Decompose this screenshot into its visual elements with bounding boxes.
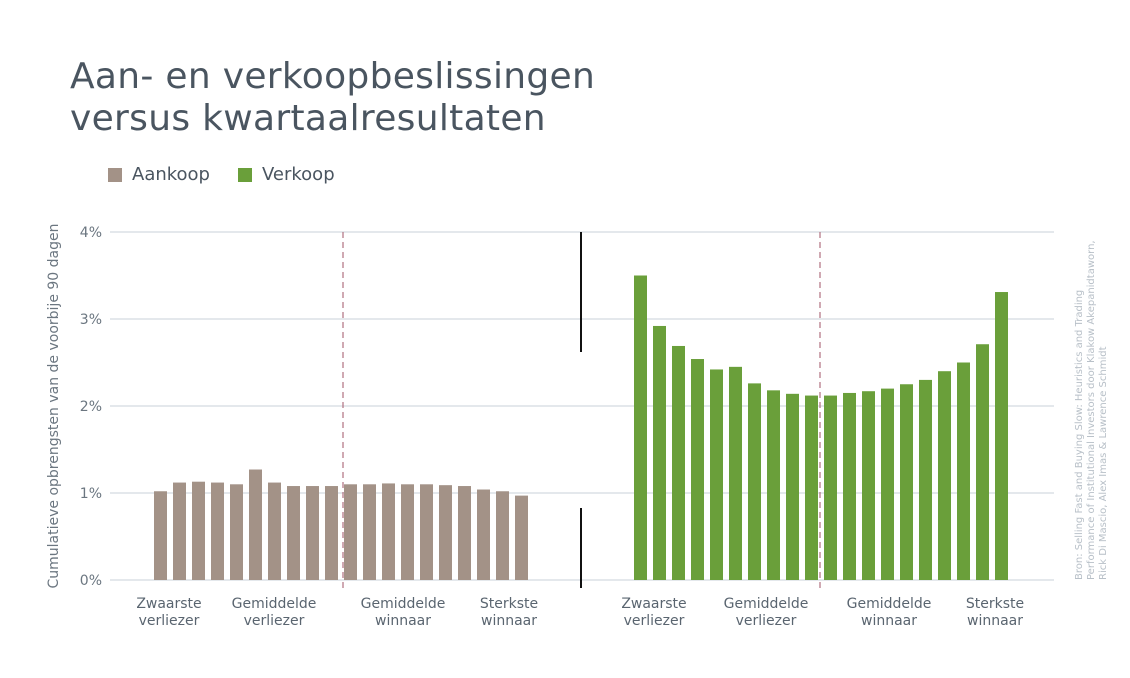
aankoop-category-label-2-line-1: Gemiddelde [232,596,317,612]
verkoop-bar-8 [767,390,780,580]
aankoop-category-label-1-line-2: verliezer [139,613,200,629]
y-tick-label-1: 1% [80,486,102,502]
verkoop-category-label-4-line-2: winnaar [967,613,1023,629]
verkoop-bar-5 [710,369,723,580]
source-note-line-2: Performance of Institutional Investors d… [1086,240,1097,580]
y-tick-label-3: 3% [80,312,102,328]
verkoop-bar-4 [691,359,704,580]
verkoop-category-label-1-line-2: verliezer [624,613,685,629]
aankoop-bar-10 [325,486,338,580]
source-note-line-3: Rick Di Mascio, Alex Imas & Lawrence Sch… [1098,346,1109,580]
chart-title: Aan- en verkoopbeslissingen versus kwart… [70,56,595,140]
verkoop-category-label-3-line-2: winnaar [861,613,917,629]
aankoop-bar-14 [401,484,414,580]
legend-swatch-verkoop [238,167,252,182]
aankoop-category-label-4-line-1: Sterkste [480,596,538,612]
aankoop-bar-20 [515,495,528,580]
aankoop-bar-18 [477,489,490,580]
aankoop-category-label-2-line-2: verliezer [244,613,305,629]
verkoop-category-label-1-line-1: Zwaarste [621,596,686,612]
verkoop-bar-18 [957,362,970,580]
legend-item-aankoop: Aankoop [108,164,210,185]
aankoop-bar-7 [268,482,281,580]
verkoop-bar-20 [995,292,1008,580]
legend: Aankoop Verkoop [108,164,335,185]
aankoop-bar-16 [439,485,452,580]
verkoop-bar-15 [900,384,913,580]
verkoop-bar-6 [729,366,742,580]
aankoop-bar-12 [363,484,376,580]
aankoop-bar-9 [306,486,319,580]
verkoop-category-label-2-line-1: Gemiddelde [724,596,809,612]
aankoop-category-label-3-line-1: Gemiddelde [361,596,446,612]
aankoop-bar-3 [192,481,205,580]
aankoop-bar-13 [382,483,395,580]
aankoop-bar-15 [420,484,433,580]
verkoop-bar-3 [672,345,685,580]
aankoop-bar-17 [458,486,471,580]
legend-label-aankoop: Aankoop [132,164,210,185]
aankoop-bar-5 [230,484,243,580]
y-tick-label-0: 0% [80,573,102,589]
verkoop-bar-10 [805,395,818,580]
verkoop-bar-17 [938,371,951,580]
verkoop-bar-9 [786,393,799,580]
verkoop-bar-11 [824,395,837,580]
verkoop-bar-16 [919,379,932,580]
title-line-2: versus kwartaalresultaten [70,98,546,139]
y-axis-label: Cumulatieve opbrengsten van de voorbije … [46,224,62,589]
aankoop-bar-4 [211,482,224,580]
legend-item-verkoop: Verkoop [238,164,335,185]
verkoop-bar-7 [748,383,761,580]
aankoop-bar-8 [287,486,300,580]
verkoop-bar-1 [634,275,647,580]
verkoop-bar-12 [843,392,856,580]
y-tick-label-2: 2% [80,399,102,415]
verkoop-category-label-3-line-1: Gemiddelde [847,596,932,612]
aankoop-category-label-4-line-2: winnaar [481,613,537,629]
aankoop-category-label-3-line-2: winnaar [375,613,431,629]
verkoop-bar-19 [976,344,989,580]
verkoop-bar-13 [862,391,875,580]
source-note-line-1: Bron: Selling Fast and Buying Slow: Heur… [1074,290,1085,580]
aankoop-category-label-1-line-1: Zwaarste [136,596,201,612]
verkoop-bar-2 [653,325,666,580]
aankoop-bar-6 [249,469,262,580]
legend-label-verkoop: Verkoop [262,164,335,185]
aankoop-bar-2 [173,482,186,580]
legend-swatch-aankoop [108,167,122,182]
verkoop-category-label-4-line-1: Sterkste [966,596,1024,612]
title-line-1: Aan- en verkoopbeslissingen [70,56,596,97]
aankoop-bar-1 [154,491,167,580]
verkoop-bar-14 [881,388,894,580]
y-tick-label-4: 4% [80,225,102,241]
aankoop-bar-19 [496,491,509,580]
aankoop-bar-11 [344,484,357,580]
verkoop-category-label-2-line-2: verliezer [736,613,797,629]
